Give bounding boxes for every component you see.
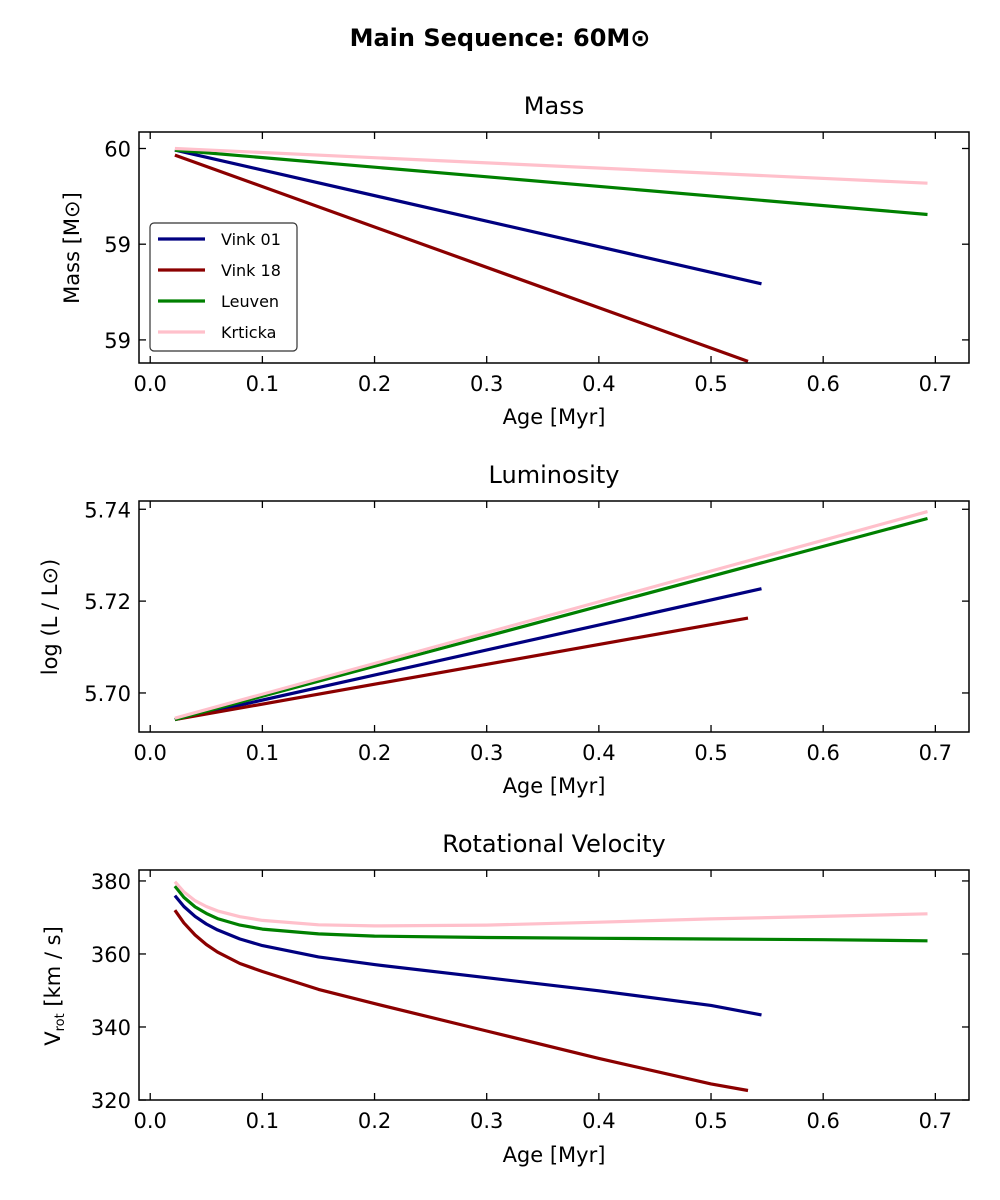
luminosity-series-vink-01: [174, 587, 762, 722]
luminosity-xtick-label: 0.3: [470, 741, 503, 765]
mass-series-krticka: [174, 146, 928, 185]
luminosity-xtick-label: 0.1: [246, 741, 279, 765]
legend-label-vink-18: Vink 18: [221, 261, 281, 280]
velocity-xtick-label: 0.1: [246, 1109, 279, 1133]
velocity-xtick-label: 0.3: [470, 1109, 503, 1133]
luminosity-xtick-label: 0.2: [358, 741, 391, 765]
velocity-series-krticka: [173, 880, 928, 928]
mass-xtick-label: 0.0: [134, 372, 167, 396]
velocity-panel: Rotational Velocity Age [Myr] Vrot [km /…: [41, 830, 970, 1167]
mass-xtick-label: 0.7: [919, 372, 952, 396]
mass-xtick-label: 0.4: [582, 372, 615, 396]
velocity-ylabel-subscript: rot: [53, 1013, 68, 1031]
mass-panel: Mass Age [Myr] Mass [M⊙] 0.0 0.1 0.2 0.3 0.4…: [60, 92, 970, 429]
legend-label-vink-01: Vink 01: [221, 230, 281, 249]
mass-ytick-label: 59: [104, 233, 131, 257]
luminosity-xtick-label: 0.5: [694, 741, 727, 765]
velocity-xtick-label: 0.0: [134, 1109, 167, 1133]
luminosity-ytick-label: 5.74: [84, 498, 131, 522]
mass-axes-frame: [138, 131, 970, 364]
luminosity-ytick-label: 5.72: [84, 590, 131, 614]
luminosity-series-leuven: [174, 516, 928, 722]
mass-xtick-label: 0.2: [358, 372, 391, 396]
mass-xtick-label: 0.1: [246, 372, 279, 396]
mass-xtick-label: 0.6: [806, 372, 839, 396]
velocity-ytick-label: 380: [91, 870, 131, 894]
velocity-axes-frame: [138, 869, 970, 1101]
mass-xtick-label: 0.5: [694, 372, 727, 396]
velocity-panel-ylabel: Vrot [km / s]: [41, 926, 68, 1046]
mass-legend: Vink 01 Vink 18 Leuven Krticka: [149, 222, 298, 352]
luminosity-series-vink-18: [174, 616, 749, 722]
velocity-xtick-label: 0.7: [919, 1109, 952, 1133]
velocity-xtick-label: 0.5: [694, 1109, 727, 1133]
luminosity-ytick-label: 5.70: [84, 682, 131, 706]
velocity-xtick-label: 0.2: [358, 1109, 391, 1133]
legend-label-krticka: Krticka: [221, 323, 276, 342]
luminosity-xtick-label: 0.6: [806, 741, 839, 765]
mass-series-vink-01: [174, 148, 762, 286]
velocity-series-leuven: [173, 885, 928, 943]
velocity-panel-xlabel: Age [Myr]: [503, 1143, 606, 1167]
velocity-series-vink-18: [173, 909, 749, 1093]
velocity-ytick-label: 320: [91, 1089, 131, 1113]
luminosity-panel: Luminosity Age [Myr] log (L / L⊙) 0.0 0.1…: [38, 461, 970, 798]
mass-plot-area: 0.0 0.1 0.2 0.3 0.4 0.5 0.6 0.7 60 59 59: [104, 131, 970, 396]
velocity-xtick-label: 0.6: [806, 1109, 839, 1133]
velocity-panel-title: Rotational Velocity: [442, 830, 666, 858]
mass-series-vink-18: [174, 153, 749, 363]
figure-title: Main Sequence: 60M⊙: [350, 24, 651, 52]
luminosity-panel-title: Luminosity: [489, 461, 620, 489]
velocity-plot-area: 0.0 0.1 0.2 0.3 0.4 0.5 0.6 0.7 320 340 360 380: [91, 869, 970, 1133]
velocity-ytick-label: 360: [91, 943, 131, 967]
mass-series-leuven: [174, 148, 928, 217]
luminosity-axes-frame: [138, 500, 970, 733]
mass-panel-title: Mass: [524, 92, 584, 120]
luminosity-series-krticka: [174, 510, 928, 720]
legend-label-leuven: Leuven: [221, 292, 279, 311]
mass-panel-ylabel: Mass [M⊙]: [60, 192, 84, 304]
mass-panel-xlabel: Age [Myr]: [503, 405, 606, 429]
luminosity-panel-xlabel: Age [Myr]: [503, 774, 606, 798]
velocity-xtick-label: 0.4: [582, 1109, 615, 1133]
velocity-series-vink-01: [173, 894, 762, 1017]
velocity-ytick-label: 340: [91, 1016, 131, 1040]
luminosity-xtick-label: 0.7: [919, 741, 952, 765]
luminosity-xtick-label: 0.0: [134, 741, 167, 765]
legend-frame: [149, 222, 298, 352]
mass-ytick-label: 59: [104, 329, 131, 353]
luminosity-xtick-label: 0.4: [582, 741, 615, 765]
luminosity-plot-area: 0.0 0.1 0.2 0.3 0.4 0.5 0.6 0.7 5.70 5.72 5.74: [84, 498, 970, 765]
mass-xtick-label: 0.3: [470, 372, 503, 396]
luminosity-panel-ylabel: log (L / L⊙): [38, 559, 62, 676]
mass-ytick-label: 60: [104, 138, 131, 162]
